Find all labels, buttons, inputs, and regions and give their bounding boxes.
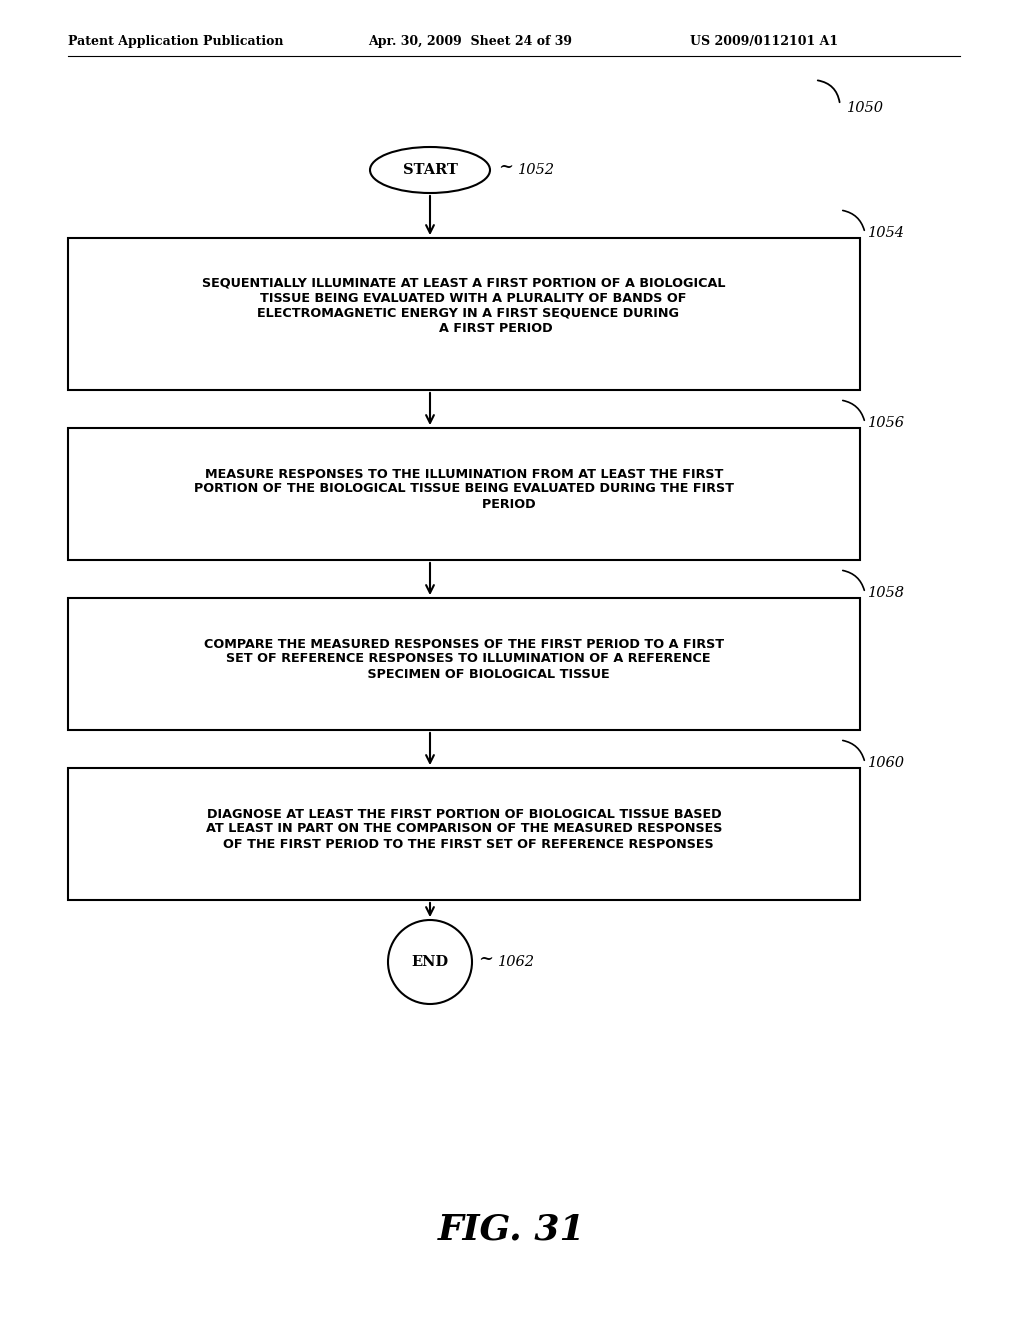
Text: Apr. 30, 2009  Sheet 24 of 39: Apr. 30, 2009 Sheet 24 of 39 [368,36,572,49]
Text: DIAGNOSE AT LEAST THE FIRST PORTION OF BIOLOGICAL TISSUE BASED
AT LEAST IN PART : DIAGNOSE AT LEAST THE FIRST PORTION OF B… [206,808,722,850]
Bar [68,598,860,730]
Text: Patent Application Publication: Patent Application Publication [68,36,284,49]
Text: 1060: 1060 [868,756,905,770]
Text: 1054: 1054 [868,226,905,240]
Text: COMPARE THE MEASURED RESPONSES OF THE FIRST PERIOD TO A FIRST
  SET OF REFERENCE: COMPARE THE MEASURED RESPONSES OF THE FI… [204,638,724,681]
Text: FIG. 31: FIG. 31 [438,1213,586,1247]
Text: 1058: 1058 [868,586,905,601]
Bar [68,238,860,389]
Text: ~: ~ [478,950,494,968]
Bar [68,428,860,560]
Text: ~: ~ [498,158,513,176]
Text: START: START [402,162,458,177]
Text: US 2009/0112101 A1: US 2009/0112101 A1 [690,36,838,49]
Text: 1056: 1056 [868,416,905,430]
Text: END: END [412,954,449,969]
Text: MEASURE RESPONSES TO THE ILLUMINATION FROM AT LEAST THE FIRST
PORTION OF THE BIO: MEASURE RESPONSES TO THE ILLUMINATION FR… [194,467,734,511]
Text: SEQUENTIALLY ILLUMINATE AT LEAST A FIRST PORTION OF A BIOLOGICAL
    TISSUE BEIN: SEQUENTIALLY ILLUMINATE AT LEAST A FIRST… [203,277,726,335]
Text: 1050: 1050 [847,102,884,115]
Text: 1062: 1062 [498,954,535,969]
Bar [68,768,860,900]
Text: 1052: 1052 [518,162,555,177]
